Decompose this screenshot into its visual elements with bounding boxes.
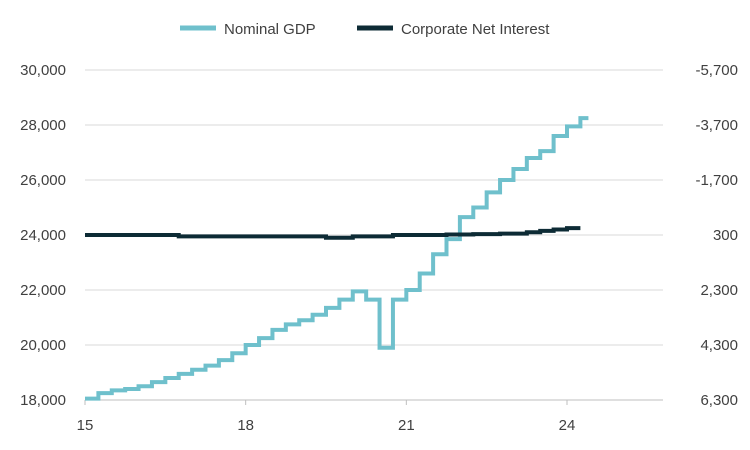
series-line-nominal-gdp bbox=[85, 116, 589, 401]
y-left-tick-label: 20,000 bbox=[20, 337, 66, 354]
legend-label-nominal-gdp: Nominal GDP bbox=[224, 21, 316, 38]
y-right-tick-label: 2,300 bbox=[700, 282, 738, 299]
y-left-tick-label: 28,000 bbox=[20, 117, 66, 134]
y-right-tick-label: 4,300 bbox=[700, 337, 738, 354]
y-right-tick-label: -3,700 bbox=[695, 117, 738, 134]
series-line-corporate-net-interest bbox=[85, 226, 581, 240]
x-tick-label: 18 bbox=[237, 417, 254, 434]
y-right-tick-label: 6,300 bbox=[700, 392, 738, 409]
gridlines bbox=[85, 69, 663, 346]
x-axis: 15 18 21 24 bbox=[77, 399, 663, 434]
x-tick-label: 15 bbox=[77, 417, 94, 434]
y-left-tick-label: 24,000 bbox=[20, 227, 66, 244]
left-y-axis: 30,000 28,000 26,000 24,000 22,000 20,000 18,0… bbox=[20, 62, 66, 409]
legend-label-corporate-net-interest: Corporate Net Interest bbox=[401, 21, 550, 38]
y-right-tick-label: -1,700 bbox=[695, 172, 738, 189]
x-tick-label: 21 bbox=[398, 417, 415, 434]
y-left-tick-label: 22,000 bbox=[20, 282, 66, 299]
right-y-axis: -5,700 -3,700 -1,700 300 2,300 4,300 6,300 bbox=[695, 62, 738, 409]
y-left-tick-label: 30,000 bbox=[20, 62, 66, 79]
x-tick-label: 24 bbox=[559, 417, 576, 434]
y-left-tick-label: 18,000 bbox=[20, 392, 66, 409]
y-right-tick-label: 300 bbox=[713, 227, 738, 244]
y-left-tick-label: 26,000 bbox=[20, 172, 66, 189]
series-lines bbox=[85, 116, 589, 401]
y-right-tick-label: -5,700 bbox=[695, 62, 738, 79]
legend: Nominal GDP Corporate Net Interest bbox=[180, 21, 550, 38]
